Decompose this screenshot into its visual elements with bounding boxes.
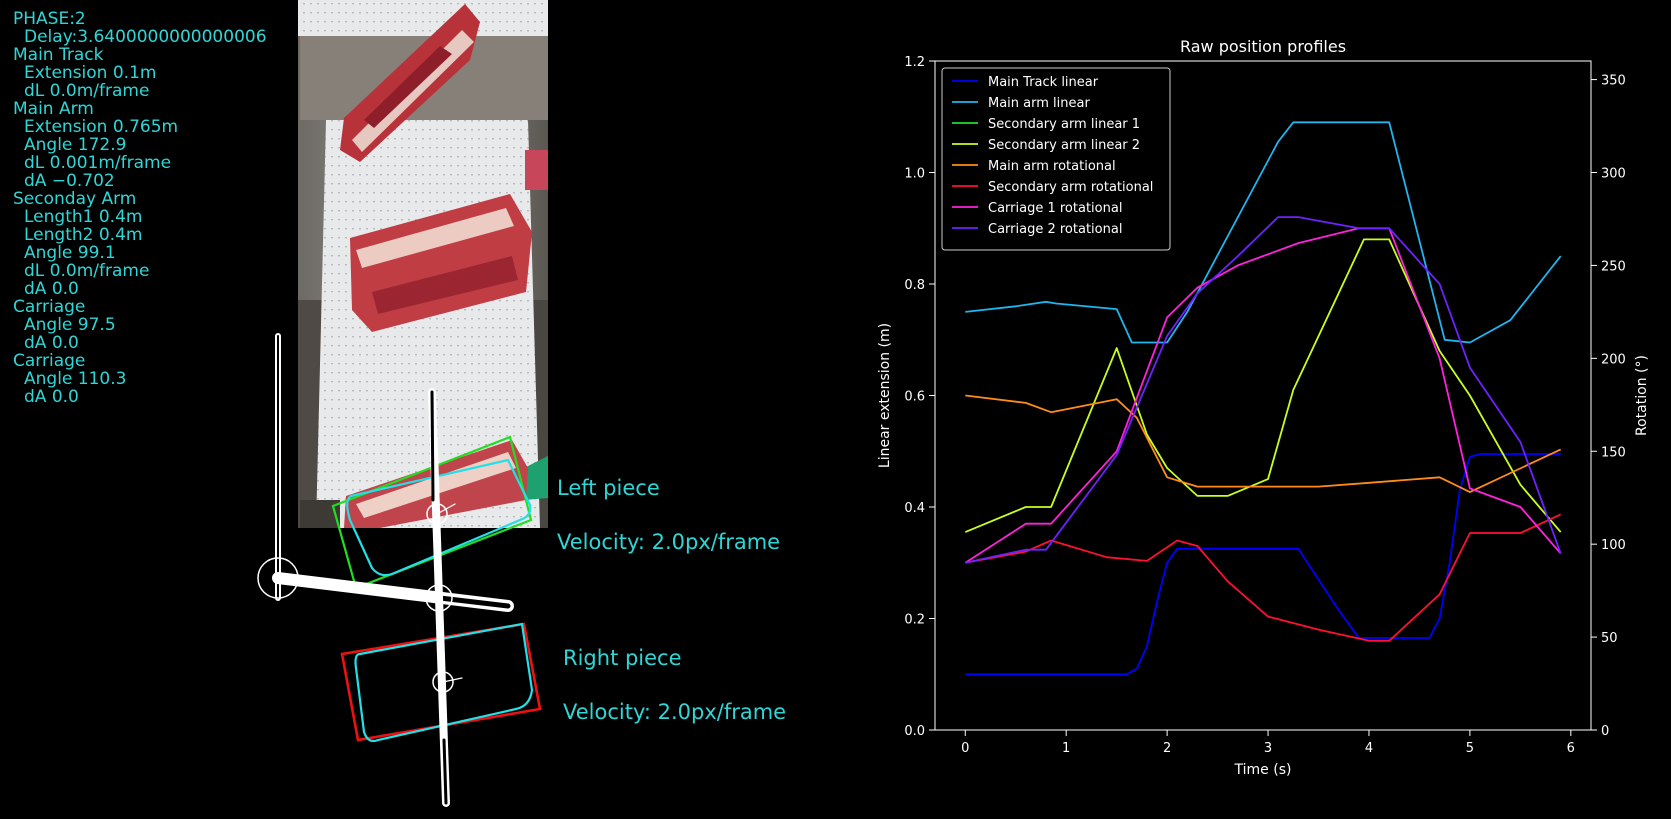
x-tick-label: 3 — [1264, 741, 1272, 756]
legend-entry: Main arm linear — [988, 96, 1090, 111]
x-axis-label: Time (s) — [1234, 762, 1292, 778]
meat-piece-top — [340, 4, 480, 162]
legend-box — [941, 67, 1171, 251]
x-tick-label: 0 — [961, 741, 969, 756]
series-line — [965, 121, 1562, 344]
hud-line: Main Arm — [13, 99, 94, 119]
series-line — [965, 394, 1562, 494]
y2-axis-label: Rotation (°) — [1634, 355, 1650, 436]
hud-line: dA 0.0 — [24, 279, 79, 299]
hud-line: Delay:3.6400000000000006 — [24, 27, 267, 47]
y2-tick-label: 300 — [1601, 167, 1626, 182]
series-line — [965, 453, 1561, 676]
series-line — [964, 227, 1562, 564]
legend-entry: Secondary arm linear 1 — [988, 117, 1140, 132]
left-piece-label: Left piece Velocity: 2.0px/frame — [557, 443, 780, 569]
hud-line: PHASE:2 — [13, 9, 86, 29]
carriage-joint-1 — [426, 503, 448, 525]
robot-scene — [257, 0, 548, 807]
legend-entry: Secondary arm rotational — [988, 180, 1153, 195]
y2-tick-label: 0 — [1601, 724, 1609, 739]
y2-tick-label: 100 — [1601, 538, 1626, 553]
y2-tick-label: 250 — [1601, 259, 1626, 274]
legend-entry: Secondary arm linear 2 — [988, 138, 1140, 153]
x-tick-label: 5 — [1466, 741, 1474, 756]
hud-line: dL 0.0m/frame — [24, 81, 150, 101]
right-piece-box — [340, 622, 542, 743]
y-tick-label: 0.8 — [904, 278, 925, 293]
camera-image — [298, 0, 548, 528]
y-tick-label: 0.4 — [904, 501, 925, 516]
y2-tick-label: 50 — [1601, 631, 1618, 646]
hud-line: Length2 0.4m — [24, 225, 143, 245]
y2-tick-label: 350 — [1601, 74, 1626, 89]
hud-line: dA 0.0 — [24, 387, 79, 407]
hud-line: Extension 0.1m — [24, 63, 157, 83]
hud-line: Angle 97.5 — [24, 315, 116, 335]
legend-entry: Main Track linear — [988, 75, 1099, 90]
hud-line: Carriage — [13, 351, 86, 371]
right-piece-name: Right piece — [563, 646, 682, 670]
status-panel: PHASE:2 Delay:3.6400000000000006 Main Trac… — [13, 10, 267, 406]
hud-line: Seconday Arm — [13, 189, 137, 209]
hud-line: dA 0.0 — [24, 333, 79, 353]
left-piece-name: Left piece — [557, 476, 660, 500]
left-piece-box — [331, 435, 533, 590]
left-piece-velocity: Velocity: 2.0px/frame — [557, 530, 781, 554]
robot-arm — [257, 333, 514, 807]
secondary-arm — [428, 388, 450, 807]
hud-line: Angle 99.1 — [24, 243, 116, 263]
legend-entry: Carriage 2 rotational — [988, 222, 1122, 237]
carriage-joint-2 — [432, 671, 454, 693]
position-profiles-chart: Raw position profiles 0 1 2 3 4 5 6 0.0 0.2 0.4 0.6… — [877, 37, 1650, 778]
hud-line: Main Track — [13, 45, 104, 65]
right-piece-label: Right piece Velocity: 2.0px/frame — [563, 613, 786, 739]
base-joint — [257, 557, 299, 599]
hud-line: Length1 0.4m — [24, 207, 143, 227]
x-tick-label: 4 — [1365, 741, 1373, 756]
chart-title: Raw position profiles — [1180, 37, 1346, 56]
y-axis-label: Linear extension (m) — [877, 323, 893, 468]
series-line — [965, 513, 1562, 642]
x-tick-label: 6 — [1567, 741, 1575, 756]
x-tick-label: 1 — [1062, 741, 1070, 756]
y-tick-label: 0.6 — [904, 390, 925, 405]
y2-tick-label: 200 — [1601, 352, 1626, 367]
hud-line: Angle 172.9 — [24, 135, 127, 155]
hud-line: dL 0.0m/frame — [24, 261, 150, 281]
right-piece-velocity: Velocity: 2.0px/frame — [563, 700, 787, 724]
y-tick-label: 0.0 — [904, 724, 925, 739]
hud-line: Angle 110.3 — [24, 369, 127, 389]
hud-line: Carriage — [13, 297, 86, 317]
y-tick-label: 0.2 — [904, 613, 925, 628]
hud-line: dA −0.702 — [24, 171, 115, 191]
meat-piece-middle — [350, 194, 532, 332]
legend-entry: Carriage 1 rotational — [988, 201, 1122, 216]
legend-entry: Main arm rotational — [988, 159, 1116, 174]
y-tick-label: 1.0 — [904, 167, 925, 182]
y-tick-label: 1.2 — [904, 55, 925, 70]
x-tick-label: 2 — [1163, 741, 1171, 756]
hud-line: dL 0.001m/frame — [24, 153, 172, 173]
elbow-joint — [425, 584, 453, 612]
y2-tick-label: 150 — [1601, 445, 1626, 460]
hud-line: Extension 0.765m — [24, 117, 179, 137]
series-line — [965, 216, 1562, 564]
